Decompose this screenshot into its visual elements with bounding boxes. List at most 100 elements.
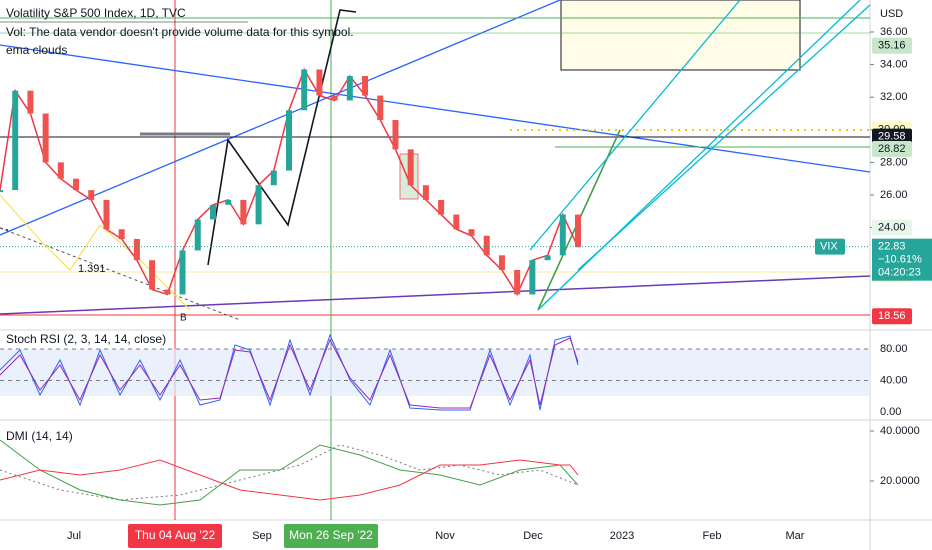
price-tag [872, 219, 912, 236]
candle [270, 170, 277, 186]
timer-label: 04:20:23 [878, 267, 921, 279]
channel-line [529, 0, 741, 251]
candle [453, 214, 460, 230]
candle [301, 69, 308, 111]
candle [0, 190, 3, 193]
dmi-tick-label: 40.0000 [880, 425, 920, 437]
candle [240, 199, 247, 225]
price-tick-label: 36.00 [880, 26, 908, 38]
vix-symbol: VIX [820, 241, 838, 253]
stoch-tick-label: 40.00 [880, 374, 908, 386]
stoch-tick-label: 0.00 [880, 406, 901, 418]
candle [27, 90, 34, 114]
stoch-d [0, 337, 579, 409]
candle [194, 219, 201, 251]
zigzag [0, 194, 191, 311]
rectangle-zone [560, 0, 801, 71]
price-tag-label: 29.58 [878, 131, 906, 143]
price-tag-label: 28.82 [878, 143, 906, 155]
price-tag-label: 18.56 [878, 310, 906, 322]
candle [498, 255, 505, 270]
candle [575, 214, 581, 248]
candle [544, 255, 551, 261]
candle [225, 199, 232, 205]
candle [149, 260, 156, 290]
support-line [0, 275, 871, 315]
candle [88, 190, 95, 200]
dmi-tick-label: 20.0000 [880, 475, 920, 487]
candle [118, 229, 125, 240]
price-tick-label: 26.00 [880, 189, 908, 201]
candle [514, 269, 521, 295]
candle [133, 239, 140, 261]
price-tag [872, 141, 912, 158]
candle [42, 113, 49, 163]
last-price-label: 22.83 [878, 241, 906, 253]
price-tick-label: 32.00 [880, 91, 908, 103]
time-label: 2023 [610, 530, 634, 542]
price-tag [872, 128, 912, 145]
symbol-title: Volatility S&P 500 Index, 1D, TVC [6, 6, 186, 20]
candle [392, 120, 399, 150]
change-label: −10.61% [878, 254, 922, 266]
green-date-badge [284, 524, 378, 548]
price-tag-label: 35.16 [878, 40, 906, 52]
candle [346, 76, 353, 101]
candle [362, 76, 369, 96]
time-label: Dec [523, 530, 543, 542]
red-date: Thu 04 Aug '22 [135, 528, 216, 542]
green-date: Mon 26 Sep '22 [289, 528, 373, 542]
dynamic-layer: 36.0034.0032.0030.0028.0026.0024.0035.16… [0, 26, 932, 548]
point-label: B [180, 313, 187, 324]
dmi-title: DMI (14, 14) [6, 429, 73, 443]
price-tag [872, 308, 912, 325]
trend-line [0, 44, 871, 173]
channel-line [577, 4, 871, 271]
volume-note: Vol: The data vendor doesn't provide vol… [6, 25, 354, 39]
candle [438, 199, 445, 215]
fib-label: 1.391 [78, 263, 106, 275]
vix-badge [815, 238, 845, 255]
candle [407, 149, 414, 186]
stoch-title: Stoch RSI (2, 3, 14, 14, close) [6, 332, 166, 346]
candle [483, 235, 490, 256]
time-label: Mar [786, 530, 805, 542]
candle [12, 90, 19, 191]
price-tag-label: 24.00 [878, 222, 906, 234]
candle [331, 95, 338, 101]
candle [103, 199, 110, 230]
dmi-minus [0, 459, 579, 501]
candle [377, 95, 384, 121]
time-label: Sep [252, 530, 272, 542]
candle [209, 204, 216, 220]
dashed-line [0, 227, 241, 321]
price-tag [872, 37, 912, 54]
stoch-tick-label: 80.00 [880, 343, 908, 355]
stoch-k [0, 333, 579, 411]
candle [529, 260, 536, 295]
candle [286, 110, 292, 171]
projection-path [207, 9, 357, 266]
currency-label: USD [880, 8, 903, 20]
dmi-plus [0, 439, 579, 506]
candle [255, 185, 262, 225]
time-label: Feb [703, 530, 722, 542]
candle [164, 289, 171, 295]
price-tick-label: 28.00 [880, 156, 908, 168]
candle [316, 69, 323, 96]
indicator-label: ema clouds [6, 43, 67, 57]
candle [468, 229, 475, 236]
price-tick-label: 34.00 [880, 59, 908, 71]
candle [559, 214, 566, 256]
last-price-tag [872, 238, 932, 281]
candle [73, 178, 80, 191]
time-label: Jul [67, 530, 81, 542]
red-date-badge [128, 524, 222, 548]
candle [57, 162, 64, 179]
stoch-band [0, 349, 870, 396]
candle [422, 185, 429, 200]
candle [179, 250, 186, 295]
time-label: Nov [435, 530, 455, 542]
